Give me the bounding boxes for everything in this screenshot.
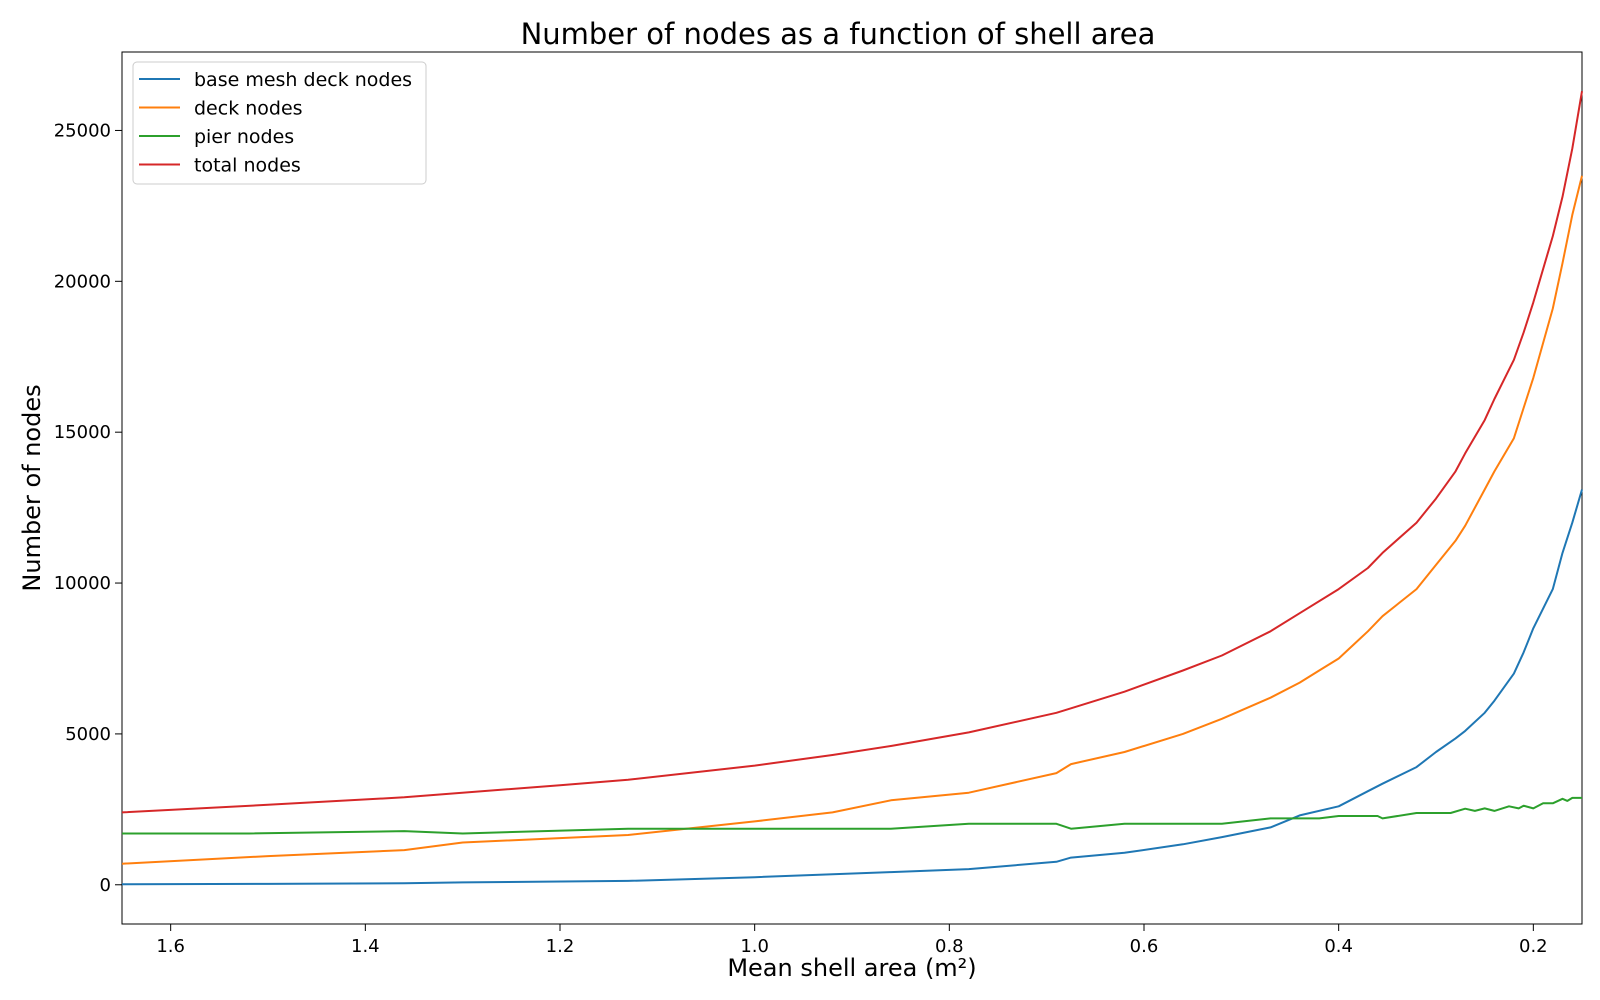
x-tick-label: 0.2 — [1519, 936, 1548, 957]
legend-label: base mesh deck nodes — [194, 69, 412, 91]
x-tick-label: 1.2 — [546, 936, 575, 957]
y-tick-label: 20000 — [54, 271, 111, 292]
x-tick-label: 1.0 — [740, 936, 769, 957]
x-axis: 1.6 1.4 1.2 1.0 0.8 0.6 0.4 0.2 — [156, 924, 1548, 957]
legend-label: pier nodes — [194, 126, 294, 148]
series-layer — [121, 91, 1583, 886]
x-axis-label: Mean shell area (m²) — [727, 954, 976, 982]
x-tick-label: 1.6 — [156, 936, 185, 957]
plot-frame — [121, 51, 1583, 925]
legend-box — [132, 61, 427, 185]
x-tick-label: 0.8 — [935, 936, 964, 957]
x-tick-label: 1.4 — [351, 936, 380, 957]
series-line-1 — [121, 175, 1583, 865]
series-line-2 — [122, 796, 1582, 835]
legend-label: total nodes — [194, 155, 301, 177]
plot-area — [121, 51, 1583, 925]
y-axis-label: Number of nodes — [18, 384, 46, 591]
chart-title: Number of nodes as a function of shell a… — [521, 17, 1156, 51]
y-tick-label: 0 — [100, 875, 111, 896]
y-tick-label: 25000 — [54, 120, 111, 141]
legend-label: deck nodes — [194, 98, 303, 120]
y-tick-label: 5000 — [65, 724, 111, 745]
y-tick-label: 15000 — [54, 422, 111, 443]
series-line-0 — [121, 489, 1583, 886]
legend: base mesh deck nodes deck nodes pier nodes… — [132, 61, 427, 185]
y-tick-label: 10000 — [54, 573, 111, 594]
x-tick-label: 0.4 — [1324, 936, 1353, 957]
y-axis: 0 5000 10000 15000 20000 25000 — [54, 120, 122, 896]
series-line-3 — [121, 91, 1583, 814]
x-tick-label: 0.6 — [1130, 936, 1159, 957]
